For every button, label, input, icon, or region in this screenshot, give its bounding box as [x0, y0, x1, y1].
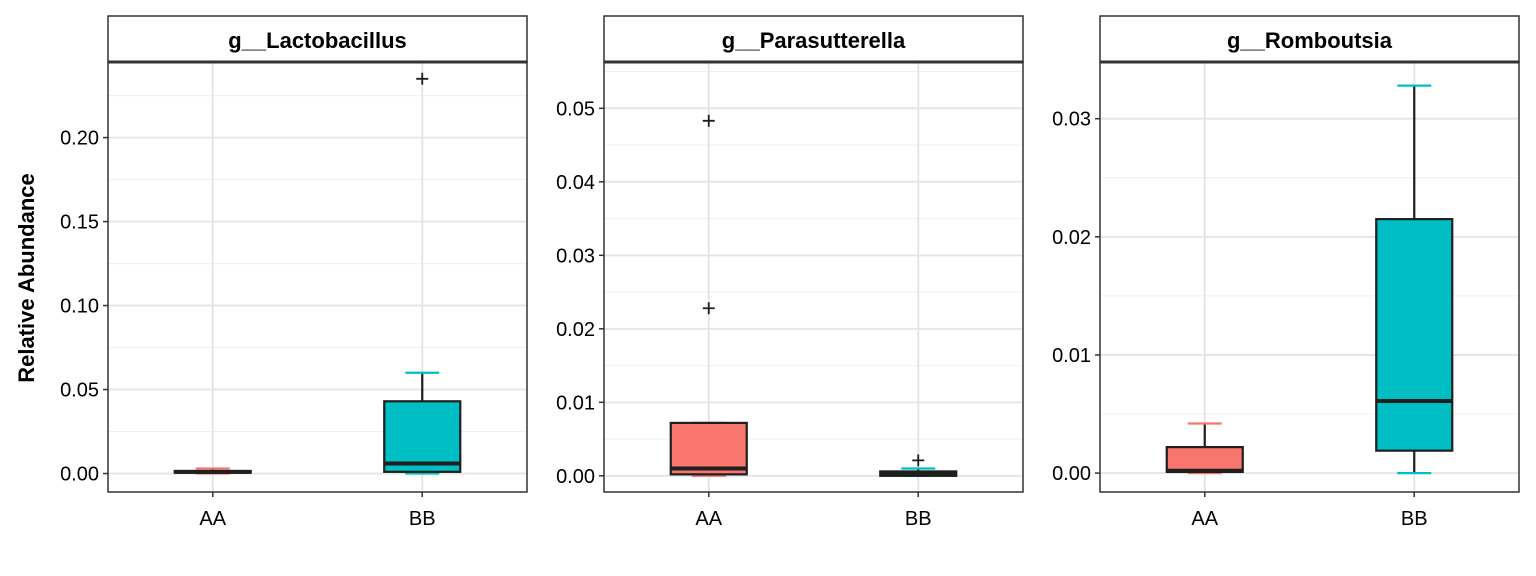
box-bb — [383, 72, 462, 475]
y-tick-label: 0.10 — [60, 296, 99, 318]
x-tick-label: BB — [905, 508, 932, 530]
y-tick-label: 0.02 — [1052, 227, 1091, 249]
y-tick-label: 0.00 — [556, 466, 595, 488]
box-body — [383, 400, 462, 473]
y-tick-label: 0.02 — [556, 319, 595, 341]
x-tick-label: AA — [1191, 508, 1218, 530]
panel-1: 0.00 0.05 0.10 0.15 0.20 AA BB g__Lactobacillus — [60, 15, 528, 530]
plot-background — [1100, 62, 1519, 492]
panel-3: 0.00 0.01 0.02 0.03 AA BB g__Romboutsia — [1052, 15, 1520, 530]
panel-2: 0.00 0.01 0.02 0.03 0.04 0.05 AA BB g__Parasutte… — [556, 15, 1024, 530]
box-body — [1375, 218, 1454, 452]
box-aa — [173, 467, 252, 475]
outlier-point — [416, 72, 429, 85]
box-body — [1165, 446, 1244, 474]
x-tick-label: AA — [199, 508, 226, 530]
y-tick-label: 0.03 — [1052, 109, 1091, 131]
y-tick-label: 0.05 — [556, 98, 595, 120]
x-tick-label: BB — [1401, 508, 1428, 530]
box-bb — [879, 454, 958, 477]
plot-background — [604, 62, 1023, 492]
box-aa — [1165, 422, 1244, 475]
box-aa — [669, 114, 748, 477]
y-tick-label: 0.00 — [60, 464, 99, 486]
plot-background — [108, 62, 527, 492]
box-bb — [1375, 84, 1454, 475]
y-tick-label: 0.04 — [556, 172, 595, 194]
panels: 0.00 0.05 0.10 0.15 0.20 AA BB g__Lactobacillus… — [60, 15, 1520, 530]
y-axis-label: Relative Abundance — [14, 173, 39, 382]
panel-title: g__Lactobacillus — [228, 28, 407, 53]
outlier-point — [912, 454, 925, 467]
strip-header — [603, 15, 1024, 63]
panel-title: g__Parasutterella — [722, 28, 906, 53]
y-tick-label: 0.20 — [60, 128, 99, 150]
y-tick-label: 0.00 — [1052, 463, 1091, 485]
box-body — [669, 421, 748, 476]
y-tick-label: 0.05 — [60, 380, 99, 402]
outlier-point — [702, 302, 715, 315]
x-tick-label: AA — [695, 508, 722, 530]
y-tick-label: 0.01 — [556, 392, 595, 414]
outlier-point — [702, 114, 715, 127]
y-tick-label: 0.01 — [1052, 345, 1091, 367]
strip-header — [107, 15, 528, 63]
x-tick-label: BB — [409, 508, 436, 530]
y-tick-label: 0.15 — [60, 212, 99, 234]
y-tick-label: 0.03 — [556, 245, 595, 267]
panel-title: g__Romboutsia — [1227, 28, 1393, 53]
